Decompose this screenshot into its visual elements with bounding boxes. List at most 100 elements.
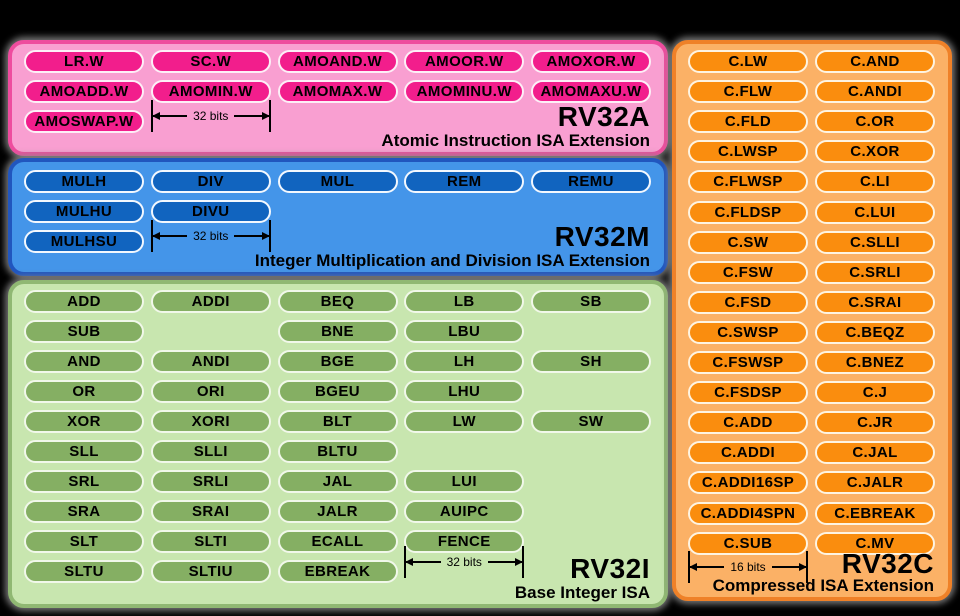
rv32m-title: RV32M	[554, 221, 650, 252]
instruction-pill: EBREAK	[277, 560, 398, 583]
right-arrow-icon	[234, 115, 269, 117]
instruction-pill: JAL	[277, 470, 398, 493]
rv32i-bit-width-annotation: 32 bits	[404, 546, 525, 578]
instruction-pill: LBU	[404, 320, 525, 343]
instruction-pill: C.AND	[815, 50, 935, 73]
instruction-pill: C.ADD	[688, 411, 808, 435]
instruction-pill: C.LWSP	[688, 140, 808, 164]
instruction-pill: AMOMAX.W	[277, 80, 398, 103]
right-arrow-icon	[771, 566, 807, 568]
instruction-pill: SRAI	[150, 500, 271, 523]
instruction-pill: LW	[404, 410, 525, 433]
instruction-pill: C.EBREAK	[815, 501, 935, 525]
instruction-pill: BLT	[277, 410, 398, 433]
left-arrow-icon	[152, 115, 188, 117]
instruction-pill: DIV	[150, 170, 271, 193]
left-arrow-icon	[406, 561, 441, 563]
instruction-pill: AMOOR.W	[404, 50, 525, 73]
instruction-pill: BNE	[277, 320, 398, 343]
instruction-pill: C.SRAI	[815, 290, 935, 314]
instruction-pill: C.SRLI	[815, 260, 935, 284]
instruction-pill: SLT	[24, 530, 144, 553]
rv32i-title: RV32I	[570, 553, 650, 584]
instruction-pill: SW	[531, 410, 651, 433]
instruction-pill: SB	[531, 290, 651, 313]
instruction-pill: BGEU	[277, 380, 398, 403]
instruction-pill: C.ANDI	[815, 80, 935, 104]
instruction-pill: C.XOR	[815, 140, 935, 164]
instruction-pill: BEQ	[277, 290, 398, 313]
instruction-pill: SLLI	[150, 440, 271, 463]
instruction-pill: REM	[404, 170, 525, 193]
instruction-pill: LB	[404, 290, 525, 313]
instruction-pill: OR	[24, 380, 144, 403]
instruction-pill: SRA	[24, 500, 144, 523]
rv32a-bit-width-annotation: 32 bits	[150, 100, 271, 132]
instruction-pill: REMU	[531, 170, 651, 193]
rv32m-subtitle: Integer Multiplication and Division ISA …	[254, 251, 650, 270]
instruction-pill: C.ADDI	[688, 441, 808, 465]
rv32a-box: LR.W SC.W AMOAND.W AMOOR.W AMOXOR.W AMOADD.W A…	[8, 40, 668, 156]
instruction-pill: ANDI	[150, 350, 271, 373]
bits-label: 32 bits	[193, 229, 229, 243]
instruction-pill: XORI	[150, 410, 271, 433]
instruction-pill: C.FLD	[688, 110, 808, 134]
instruction-pill: AND	[24, 350, 144, 373]
instruction-pill: JALR	[277, 500, 398, 523]
instruction-pill: C.JR	[815, 411, 935, 435]
instruction-pill: LUI	[404, 470, 525, 493]
rv32a-title: RV32A	[557, 101, 650, 132]
instruction-pill: SH	[531, 350, 651, 373]
instruction-pill: BLTU	[277, 440, 398, 463]
instruction-pill: C.FLDSP	[688, 200, 808, 224]
instruction-pill: AMOSWAP.W	[24, 110, 144, 133]
instruction-pill: BGE	[277, 350, 398, 373]
instruction-pill: C.SUB	[688, 531, 808, 555]
rv32c-bit-width-annotation: 16 bits	[688, 551, 809, 583]
instruction-pill: C.FSDSP	[688, 381, 808, 405]
instruction-pill: C.FSD	[688, 290, 808, 314]
instruction-pill: AMOMIN.W	[150, 80, 271, 103]
instruction-pill: MULHSU	[24, 230, 144, 253]
right-arrow-icon	[487, 561, 523, 563]
instruction-pill: SLTIU	[150, 560, 271, 583]
instruction-pill: AMOXOR.W	[531, 50, 651, 73]
instruction-pill: AMOMAXU.W	[531, 80, 651, 103]
instruction-pill: C.LUI	[815, 200, 935, 224]
bits-end-bar-right	[268, 100, 271, 132]
rv32i-subtitle: Base Integer ISA	[514, 583, 650, 602]
rv32i-box: ADD ADDI BEQ LB SB SUB BNE LBU AND ANDI BGE LH SH OR O…	[8, 280, 668, 608]
instruction-pill: C.ADDI4SPN	[688, 501, 808, 525]
instruction-pill: C.BEQZ	[815, 320, 935, 344]
bits-end-bar-right	[522, 546, 525, 578]
instruction-pill: AMOMINU.W	[404, 80, 525, 103]
bits-label: 32 bits	[193, 109, 229, 123]
instruction-pill: C.SLLI	[815, 230, 935, 254]
instruction-pill: AMOAND.W	[277, 50, 398, 73]
bits-end-bar-right	[806, 551, 809, 583]
instruction-pill: SLTU	[24, 560, 144, 583]
instruction-pill: C.BNEZ	[815, 351, 935, 374]
instruction-pill: ADDI	[150, 290, 271, 313]
bits-label: 32 bits	[446, 555, 482, 569]
right-arrow-icon	[234, 235, 269, 237]
instruction-pill: SUB	[24, 320, 144, 343]
instruction-pill: C.ADDI16SP	[688, 471, 808, 495]
bits-end-bar-right	[268, 220, 271, 252]
instruction-pill: C.SWSP	[688, 320, 808, 344]
instruction-pill: SC.W	[150, 50, 271, 73]
instruction-pill: C.OR	[815, 110, 935, 134]
instruction-pill: MULH	[24, 170, 144, 193]
bits-label: 16 bits	[730, 560, 766, 574]
rv32m-box: MULH DIV MUL REM REMU MULHU DIVU MULHSU 32 bits…	[8, 158, 668, 276]
left-arrow-icon	[690, 566, 725, 568]
instruction-pill: AMOADD.W	[24, 80, 144, 103]
instruction-pill: SRLI	[150, 470, 271, 493]
instruction-pill: C.LW	[688, 50, 808, 73]
instruction-pill: C.SW	[688, 230, 808, 254]
instruction-pill: C.FSW	[688, 260, 808, 284]
instruction-pill: C.MV	[815, 531, 935, 555]
rv32a-subtitle: Atomic Instruction ISA Extension	[381, 131, 650, 150]
rv32m-bit-width-annotation: 32 bits	[150, 220, 271, 252]
